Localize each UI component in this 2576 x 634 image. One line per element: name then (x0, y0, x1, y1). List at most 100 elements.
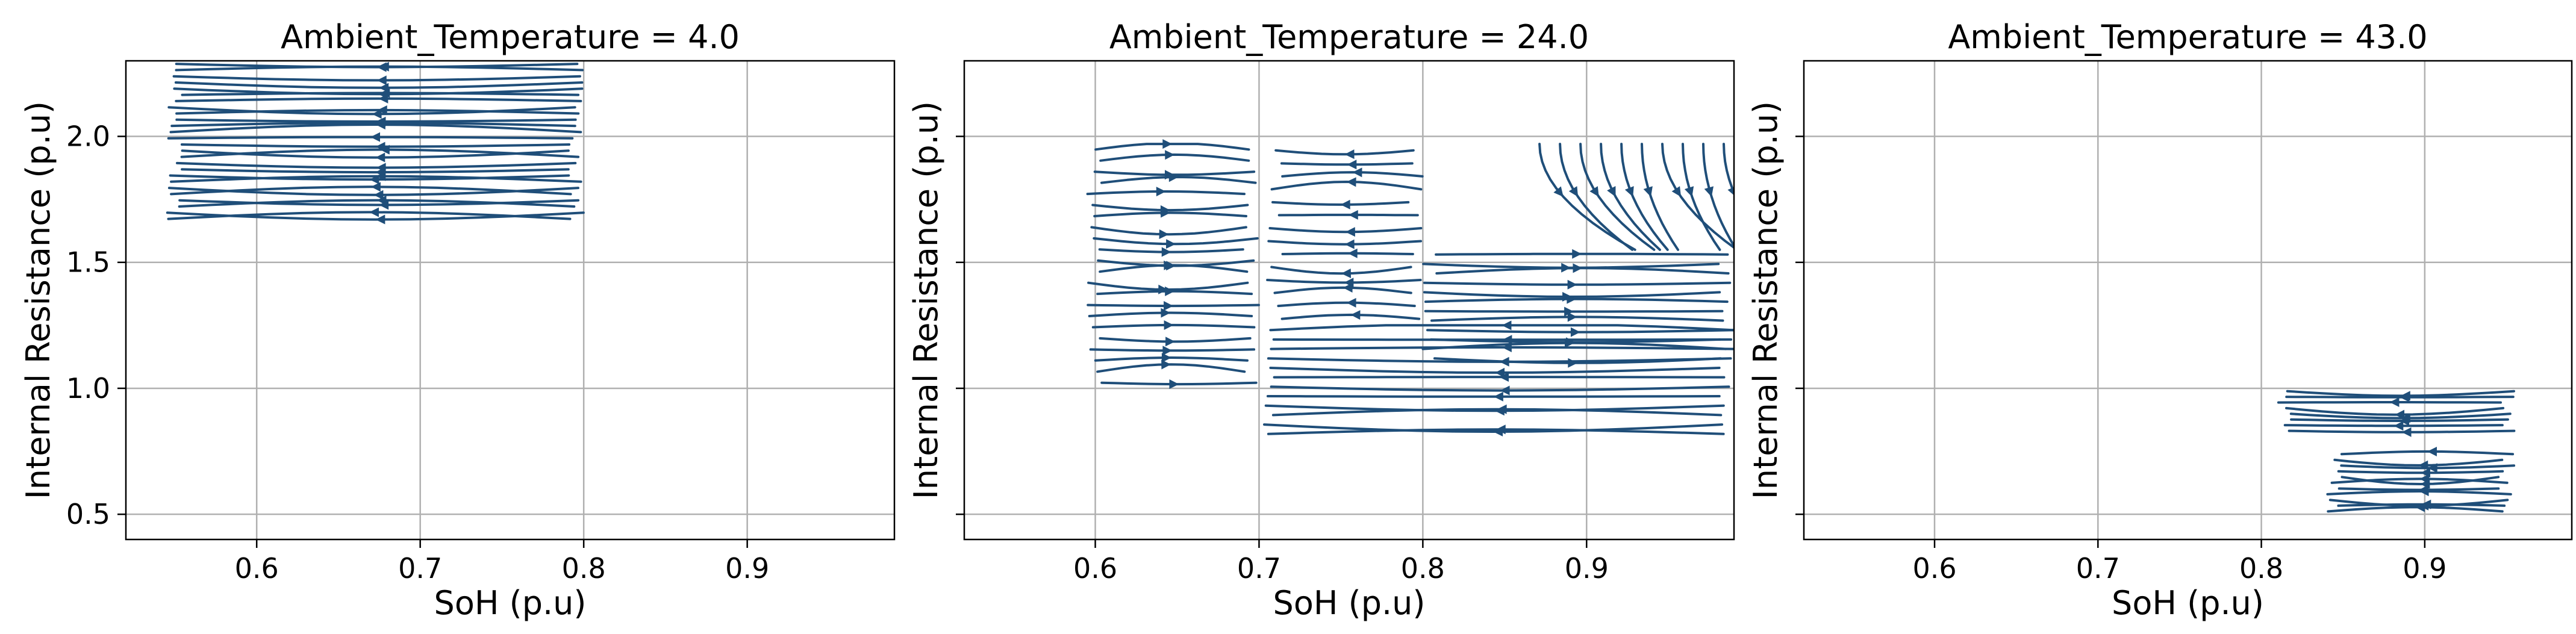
streamline-arrow (1567, 279, 1577, 290)
y-tick-label: 0.5 (66, 498, 110, 530)
streamlines (166, 61, 585, 225)
panel-2: 0.6 0.7 0.8 0.9 Ambient_Temperature = 24.0 So… (907, 18, 1735, 622)
streamline-arrow (2400, 391, 2410, 401)
streamline (2337, 503, 2506, 507)
streamline (1423, 281, 1732, 286)
y-tick-label: 1.0 (66, 372, 110, 405)
streamline (1641, 143, 1679, 251)
streamline-arrow (1561, 263, 1571, 273)
streamline-arrow (1169, 379, 1179, 390)
streamline (2283, 424, 2504, 427)
streamline (174, 81, 584, 89)
streamline (1271, 200, 1410, 206)
streamline-arrow (1158, 284, 1168, 294)
streamline (1093, 170, 1256, 176)
streamline (175, 97, 582, 102)
streamline (1094, 143, 1250, 151)
streamline (176, 161, 577, 169)
streamline (2286, 390, 2515, 397)
streamline (2341, 476, 2500, 485)
streamline-arrow (377, 105, 387, 115)
streamline (1100, 176, 1257, 184)
streamline (1099, 153, 1250, 162)
streamline (1559, 143, 1634, 251)
plot-frame (125, 60, 896, 541)
streamline-arrow (1165, 337, 1176, 347)
x-axis-label: SoH (p.u) (2112, 584, 2264, 622)
streamline-arrow (2419, 500, 2429, 511)
panel-1: 0.6 0.7 0.8 0.9 0.5 1.0 1.5 2.0 Ambient_Temperat… (19, 18, 896, 622)
streamline (1100, 381, 1258, 386)
streamline (170, 121, 576, 128)
streamline-arrow (1161, 247, 1171, 257)
streamline-arrow (1493, 391, 1503, 402)
streamline-arrow (1162, 346, 1173, 356)
streamline-arrow (1567, 312, 1577, 322)
streamline-arrow (1340, 199, 1350, 210)
streamline (1093, 211, 1247, 217)
streamline (167, 106, 576, 116)
streamline-arrow (1352, 167, 1362, 178)
streamline (1433, 357, 1722, 364)
streamline (1268, 227, 1423, 234)
streamline-arrow (378, 89, 388, 99)
plot-frame (963, 60, 1735, 541)
streamline-arrow (2389, 397, 2400, 408)
streamline (1267, 240, 1422, 246)
streamline-arrow (2427, 446, 2437, 456)
streamline (1099, 337, 1252, 343)
streamline (178, 199, 580, 207)
x-tick-label: 0.6 (235, 552, 279, 585)
streamline-arrow (1166, 261, 1176, 271)
streamline (1271, 408, 1723, 417)
streamline-arrow (1350, 310, 1361, 320)
streamline (1266, 279, 1422, 284)
streamline-arrow (1160, 205, 1170, 215)
x-tick-label: 0.6 (1073, 552, 1117, 585)
streamline-arrow (1161, 359, 1171, 370)
streamline-arrow (375, 152, 385, 163)
chart-title: Ambient_Temperature = 43.0 (1948, 18, 2427, 56)
streamline (1277, 301, 1416, 308)
streamline-arrow (1493, 426, 1503, 437)
streamline-arrow (1161, 308, 1171, 318)
streamline-arrow (1572, 249, 1582, 259)
streamline (1270, 266, 1412, 275)
streamline-arrow (1346, 297, 1356, 308)
streamline-arrow (375, 141, 385, 152)
streamline (1682, 143, 1721, 251)
streamline (1270, 346, 1734, 350)
chart-title: Ambient_Temperature = 24.0 (1109, 18, 1589, 56)
streamline (1091, 204, 1249, 212)
streamline (2290, 418, 2509, 422)
streamline (1281, 171, 1424, 178)
streamline (1094, 356, 1249, 362)
streamline-arrow (2420, 468, 2430, 478)
streamline (167, 135, 574, 140)
streamline (1097, 259, 1255, 267)
streamline (1423, 291, 1721, 298)
streamline (1087, 303, 1260, 308)
streamline-arrow (1344, 149, 1355, 160)
streamline (181, 168, 570, 174)
x-tick-label: 0.8 (562, 552, 606, 585)
streamline (1091, 323, 1256, 329)
streamline-arrow (1165, 150, 1175, 160)
streamline (1090, 226, 1247, 236)
streamline-arrow (375, 214, 385, 225)
streamline (1269, 367, 1721, 374)
streamline (1280, 313, 1421, 320)
streamline (2328, 499, 2509, 507)
streamline-arrow (1159, 229, 1169, 239)
streamline (1273, 376, 1726, 379)
streamline (180, 143, 571, 148)
y-axis-label: Internal Resistance (p.u) (19, 101, 57, 499)
streamlines (1086, 139, 1734, 437)
streamline (2337, 487, 2500, 491)
streamline-arrow (2394, 421, 2404, 431)
streamline (1277, 213, 1419, 217)
streamline-arrow (1344, 239, 1355, 249)
streamline (1280, 162, 1414, 166)
panel-3: 0.6 0.7 0.8 0.9 Ambient_Temperature = 43.0 So… (1747, 18, 2573, 622)
